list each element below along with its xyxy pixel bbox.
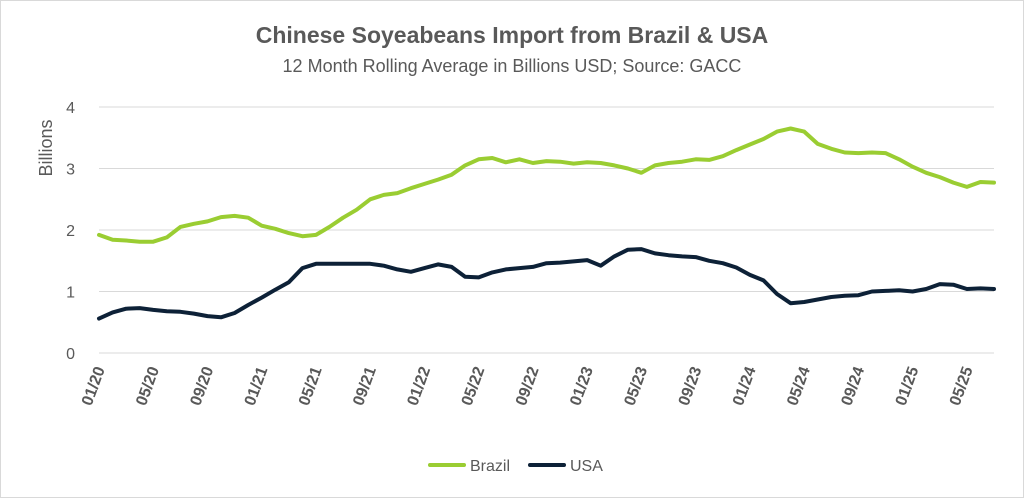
x-tick-label: 01/25 xyxy=(893,364,923,408)
x-tick-label: 09/20 xyxy=(188,364,218,408)
y-axis-label: Billions xyxy=(36,119,56,176)
x-tick-label: 09/22 xyxy=(513,364,543,408)
chart-subtitle: 12 Month Rolling Average in Billions USD… xyxy=(282,56,742,76)
chart-title: Chinese Soyeabeans Import from Brazil & … xyxy=(255,22,769,48)
legend-label-brazil: Brazil xyxy=(470,458,510,475)
x-tick-label: 05/23 xyxy=(622,364,652,408)
x-tick-label: 01/21 xyxy=(242,364,272,408)
x-tick-label: 05/25 xyxy=(947,364,977,408)
x-tick-label: 09/23 xyxy=(676,364,706,408)
series-line-brazil xyxy=(97,126,996,244)
legend: Brazil USA xyxy=(428,458,603,475)
x-tick-label: 01/22 xyxy=(405,364,435,408)
series-line-usa xyxy=(97,247,996,321)
series-lines xyxy=(97,126,996,321)
legend-label-usa: USA xyxy=(570,458,603,475)
y-tick-label: 2 xyxy=(66,223,75,240)
y-tick-label: 3 xyxy=(66,162,75,179)
x-tick-label: 01/23 xyxy=(567,364,597,408)
x-tick-label: 05/21 xyxy=(296,364,326,408)
y-tick-labels: 0 1 2 3 4 xyxy=(66,100,75,363)
x-tick-label: 01/24 xyxy=(730,364,760,408)
x-tick-label: 09/24 xyxy=(838,364,868,408)
x-tick-label: 01/20 xyxy=(79,364,109,408)
grid-lines xyxy=(99,106,994,354)
x-tick-labels: 01/20 05/20 09/20 01/21 05/21 09/21 01/22 05/22… xyxy=(79,364,977,408)
x-tick-label: 05/22 xyxy=(459,364,489,408)
x-tick-label: 05/24 xyxy=(784,364,814,408)
y-tick-label: 4 xyxy=(66,100,75,117)
x-tick-label: 05/20 xyxy=(133,364,163,408)
x-tick-label: 09/21 xyxy=(350,364,380,408)
y-tick-label: 1 xyxy=(66,285,75,302)
y-tick-label: 0 xyxy=(66,346,75,363)
